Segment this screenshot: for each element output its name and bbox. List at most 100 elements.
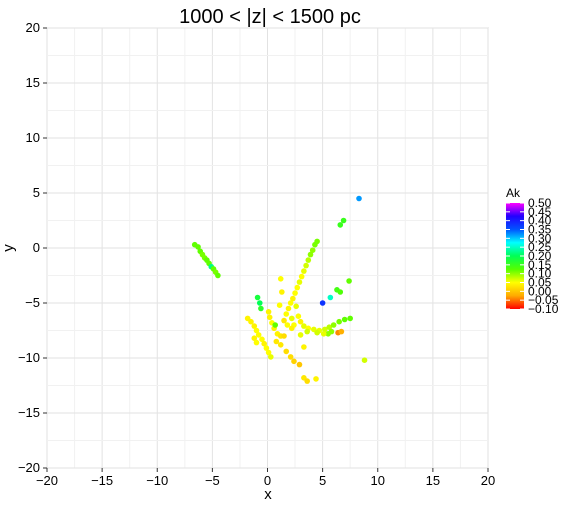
- data-point: [283, 311, 290, 317]
- x-tick-label: −5: [205, 473, 220, 488]
- x-tick-label: 0: [264, 473, 271, 488]
- data-points: [191, 195, 368, 384]
- legend-tick-labels: 0.500.450.400.350.300.250.200.150.100.05…: [506, 196, 559, 316]
- data-point: [287, 300, 294, 306]
- x-tick-label: 20: [481, 473, 495, 488]
- data-point: [283, 348, 290, 355]
- legend-tick-label: 0.25: [528, 240, 552, 254]
- data-point: [320, 331, 327, 337]
- data-point: [281, 317, 287, 324]
- data-point: [296, 361, 303, 368]
- x-tick-label: 15: [426, 473, 440, 488]
- data-point: [298, 273, 305, 280]
- data-point: [215, 272, 221, 279]
- data-point: [337, 222, 344, 228]
- data-point: [258, 305, 264, 312]
- legend-tick-label: 0.10: [528, 267, 552, 281]
- data-point: [292, 290, 298, 296]
- data-point: [288, 325, 295, 332]
- data-point: [305, 257, 312, 263]
- data-point: [337, 289, 344, 295]
- data-point: [322, 326, 328, 333]
- data-point: [301, 268, 307, 274]
- x-axis-ticks: −20 −15 −10 −5 0 5 10 15 20: [36, 468, 495, 488]
- data-point: [279, 289, 285, 295]
- chart-title: 1000 < |z| < 1500 pc: [179, 6, 361, 28]
- data-point: [297, 318, 304, 325]
- data-point: [195, 244, 201, 250]
- x-axis-title: x: [264, 486, 272, 503]
- data-point: [253, 339, 260, 346]
- data-point: [346, 278, 352, 284]
- data-point: [341, 316, 348, 323]
- data-point: [293, 303, 299, 310]
- data-point: [287, 354, 294, 360]
- y-tick-label: 10: [26, 130, 40, 145]
- y-axis-ticks: −20 −15 −10 −5 0 5 10 15 20: [18, 20, 47, 475]
- data-point: [261, 340, 267, 347]
- x-tick-label: −20: [36, 473, 58, 488]
- data-point: [301, 323, 307, 329]
- data-point: [272, 322, 279, 328]
- legend-tick-label: −0.05: [528, 293, 559, 307]
- data-point: [281, 333, 287, 339]
- data-point: [266, 314, 273, 321]
- data-point: [265, 309, 272, 315]
- x-tick-label: 5: [319, 473, 326, 488]
- data-point: [301, 344, 307, 350]
- legend-tick-label: 0.30: [528, 231, 552, 245]
- data-point: [303, 262, 309, 269]
- y-tick-label: 5: [33, 185, 40, 200]
- data-point: [328, 328, 335, 335]
- data-point: [361, 357, 368, 364]
- x-tick-label: 10: [371, 473, 385, 488]
- data-point: [277, 276, 284, 282]
- y-tick-label: 15: [26, 75, 40, 90]
- data-point: [314, 329, 320, 336]
- data-point: [304, 328, 310, 335]
- y-tick-label: 20: [26, 20, 40, 35]
- y-tick-label: −5: [25, 295, 40, 310]
- data-point: [307, 251, 314, 258]
- data-point: [277, 342, 284, 348]
- data-point: [304, 378, 310, 384]
- x-tick-label: −10: [146, 473, 168, 488]
- legend-tick-label: 0.20: [528, 249, 552, 263]
- data-point: [312, 241, 318, 248]
- data-point: [263, 345, 270, 351]
- color-legend: Ak 0.500.450.400.350.300.250.200.150.100…: [506, 186, 559, 316]
- data-point: [297, 332, 304, 338]
- data-point: [276, 302, 283, 309]
- data-point: [356, 195, 362, 202]
- legend-tick-label: −0.10: [528, 302, 559, 316]
- data-point: [290, 295, 296, 302]
- data-point: [256, 300, 263, 306]
- legend-tick-label: 0.40: [528, 214, 552, 228]
- legend-tick-label: 0.35: [528, 223, 552, 237]
- data-point: [288, 315, 295, 322]
- y-tick-label: −15: [18, 405, 40, 420]
- data-point: [253, 327, 260, 334]
- grid-lines: [46, 27, 489, 469]
- x-tick-label: −15: [91, 473, 113, 488]
- data-point: [284, 322, 291, 328]
- y-tick-label: −10: [18, 350, 40, 365]
- legend-tick-label: 0.15: [528, 258, 552, 272]
- legend-tick-label: 0.45: [528, 205, 552, 219]
- data-point: [347, 315, 353, 322]
- data-point: [309, 247, 316, 253]
- data-point: [330, 322, 337, 328]
- data-point: [291, 358, 297, 365]
- y-tick-label: 0: [33, 240, 40, 255]
- data-point: [294, 284, 301, 291]
- data-point: [273, 338, 280, 345]
- data-point: [340, 217, 347, 224]
- data-point: [327, 294, 334, 301]
- y-tick-label: −20: [18, 460, 40, 475]
- data-point: [251, 335, 258, 342]
- legend-colorbar: [506, 203, 524, 309]
- y-axis-title: y: [0, 244, 17, 252]
- data-point: [296, 279, 303, 285]
- data-point: [326, 324, 333, 331]
